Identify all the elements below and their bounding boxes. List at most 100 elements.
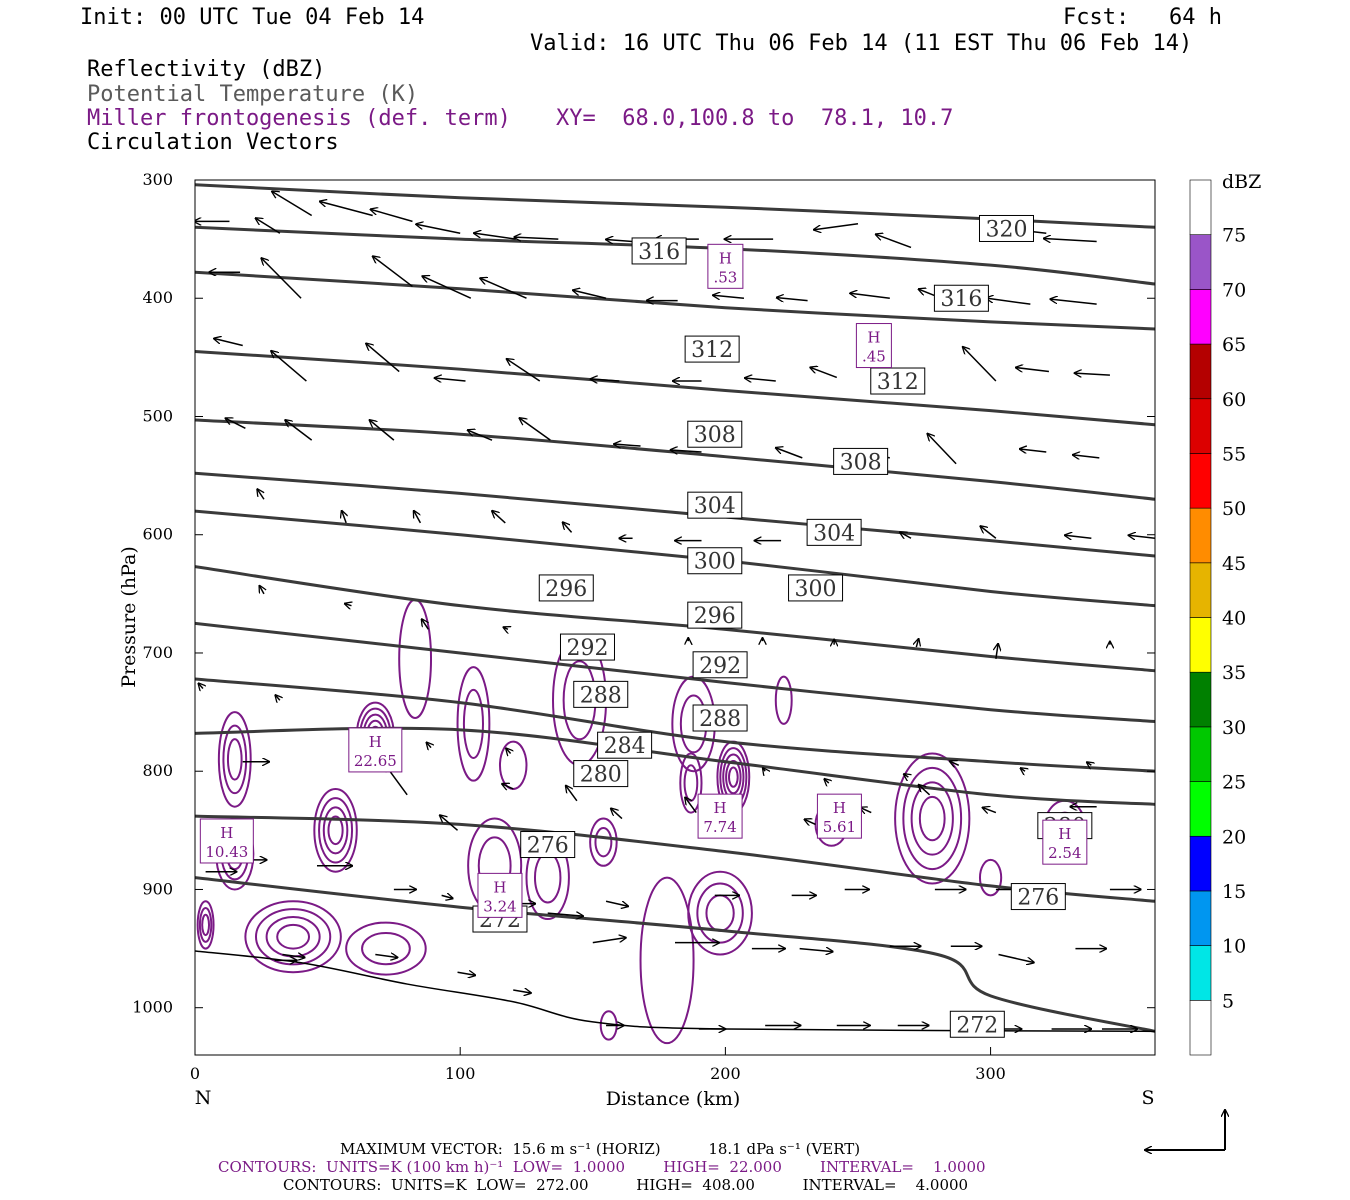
fronto-contour-8-1	[462, 688, 484, 759]
fronto-contour-1-0	[313, 787, 358, 873]
colorbar-swatch-11	[1189, 398, 1212, 454]
theta-label-18: 280	[580, 763, 622, 788]
x-tick-label-100: 100	[445, 1064, 476, 1083]
fronto-contour-6-1	[361, 931, 411, 966]
theta-label-box-3	[684, 335, 740, 363]
theta-label-1: 316	[638, 240, 680, 265]
circulation-vectors	[195, 191, 1155, 1029]
colorbar-swatch-7	[1189, 617, 1212, 673]
theta-label-box-16	[692, 704, 748, 732]
theta-label-9: 300	[694, 550, 736, 575]
field-frontogenesis: Miller frontogenesis (def. term)	[87, 106, 511, 131]
vector-78	[427, 743, 431, 748]
colorbar-swatch-13	[1189, 289, 1212, 345]
maximum-letter-7: H	[1058, 825, 1071, 843]
fronto-contour-21-2	[910, 781, 954, 856]
vector-8	[606, 239, 633, 241]
vector-19	[480, 278, 527, 299]
vector-82	[904, 774, 908, 777]
fronto-contour-13-1	[594, 826, 613, 858]
axes: 300 400 500 600 700 800 900 1000 0 100 200 300 Dista…	[118, 170, 1156, 1110]
vector-116	[592, 938, 626, 944]
surface-line	[195, 950, 1155, 1033]
vector-93	[805, 819, 816, 824]
theta-label-box-17	[597, 731, 653, 759]
theta-label-box-5	[687, 420, 743, 448]
vector-56	[492, 511, 506, 524]
vector-95	[919, 785, 931, 796]
vector-28	[214, 339, 243, 347]
vector-45	[520, 418, 551, 441]
maximum-value-0: .53	[713, 268, 737, 286]
colorbar-swatch-10	[1189, 453, 1212, 509]
colorbar-swatch-14	[1189, 234, 1212, 290]
vector-30	[366, 344, 400, 373]
isentrope-284	[195, 677, 1155, 773]
theta-label-6: 308	[840, 450, 882, 475]
vector-90	[566, 786, 578, 802]
y-tick-label-600: 600	[142, 525, 173, 544]
fronto-contour-8-0	[456, 666, 491, 782]
theta-label-box-14	[692, 651, 748, 679]
theta-label-13: 292	[566, 636, 608, 661]
colorbar-label-60: 60	[1222, 389, 1246, 411]
maximum-value-6: 5.61	[823, 818, 856, 836]
vector-47	[671, 450, 702, 452]
theta-label-box-22	[949, 1010, 1005, 1038]
vector-62	[900, 532, 912, 538]
isentrope-272	[195, 876, 1155, 1033]
vector-114	[457, 972, 476, 975]
colorbar-label-10: 10	[1222, 936, 1246, 958]
maximum-box-1	[855, 323, 892, 369]
theta-label-box-20	[1010, 883, 1066, 911]
colorbar-swatch-0	[1189, 1000, 1212, 1056]
vector-35	[745, 378, 776, 381]
theta-label-14: 292	[699, 654, 741, 679]
contours-theta-note: CONTOURS: UNITS=K LOW= 272.00 HIGH= 408.…	[283, 1176, 969, 1194]
vector-scale-arrows	[1145, 1110, 1225, 1150]
colorbar-swatch-2	[1189, 890, 1212, 946]
field-circulation-vectors: Circulation Vectors	[87, 130, 339, 155]
fronto-contour-17-0	[639, 876, 695, 1045]
fronto-contour-21-1	[902, 766, 963, 871]
fronto-contour-15-3	[725, 760, 742, 795]
init-time: Init: 00 UTC Tue 04 Feb 14	[80, 5, 425, 30]
colorbar-swatch-12	[1189, 343, 1212, 400]
maximum-box-5	[697, 793, 743, 839]
vector-63	[980, 526, 997, 539]
colorbar-label-20: 20	[1222, 826, 1246, 848]
maximum-letter-5: H	[714, 799, 727, 817]
isentrope-292	[195, 565, 1155, 673]
isentrope-280	[195, 726, 1155, 806]
valid-time: Valid: 16 UTC Thu 06 Feb 14 (11 EST Thu …	[530, 31, 1193, 56]
theta-label-2: 316	[940, 287, 982, 312]
vector-85	[1087, 762, 1091, 765]
fronto-contour-4-0	[196, 900, 215, 950]
vector-6	[474, 233, 516, 240]
vector-74	[996, 644, 998, 659]
vector-24	[850, 293, 890, 299]
vector-54	[342, 511, 346, 524]
vector-3	[320, 201, 373, 217]
colorbar-label-65: 65	[1222, 334, 1246, 356]
theta-label-box-2	[933, 284, 989, 312]
colorbar-label-70: 70	[1222, 279, 1246, 301]
colorbar-label-30: 30	[1222, 717, 1246, 739]
vector-53	[257, 489, 265, 500]
fronto-contour-15-4	[728, 766, 739, 788]
x-axis-label: Distance (km)	[606, 1088, 741, 1110]
maximum-box-6	[816, 793, 862, 839]
theta-label-box-7	[687, 491, 743, 519]
vector-43	[370, 420, 395, 441]
vector-112	[282, 954, 305, 957]
fronto-contour-5-2	[265, 916, 321, 958]
isentrope-296	[195, 509, 1155, 608]
colorbar-swatch-8	[1189, 562, 1212, 618]
theta-label-0: 320	[985, 217, 1027, 242]
field-reflectivity: Reflectivity (dBZ)	[87, 57, 326, 82]
vector-96	[983, 808, 997, 813]
maximum-letter-6: H	[833, 799, 846, 817]
vector-69	[504, 627, 508, 629]
theta-label-19: 276	[527, 834, 569, 859]
colorbar-label-5: 5	[1222, 990, 1234, 1012]
